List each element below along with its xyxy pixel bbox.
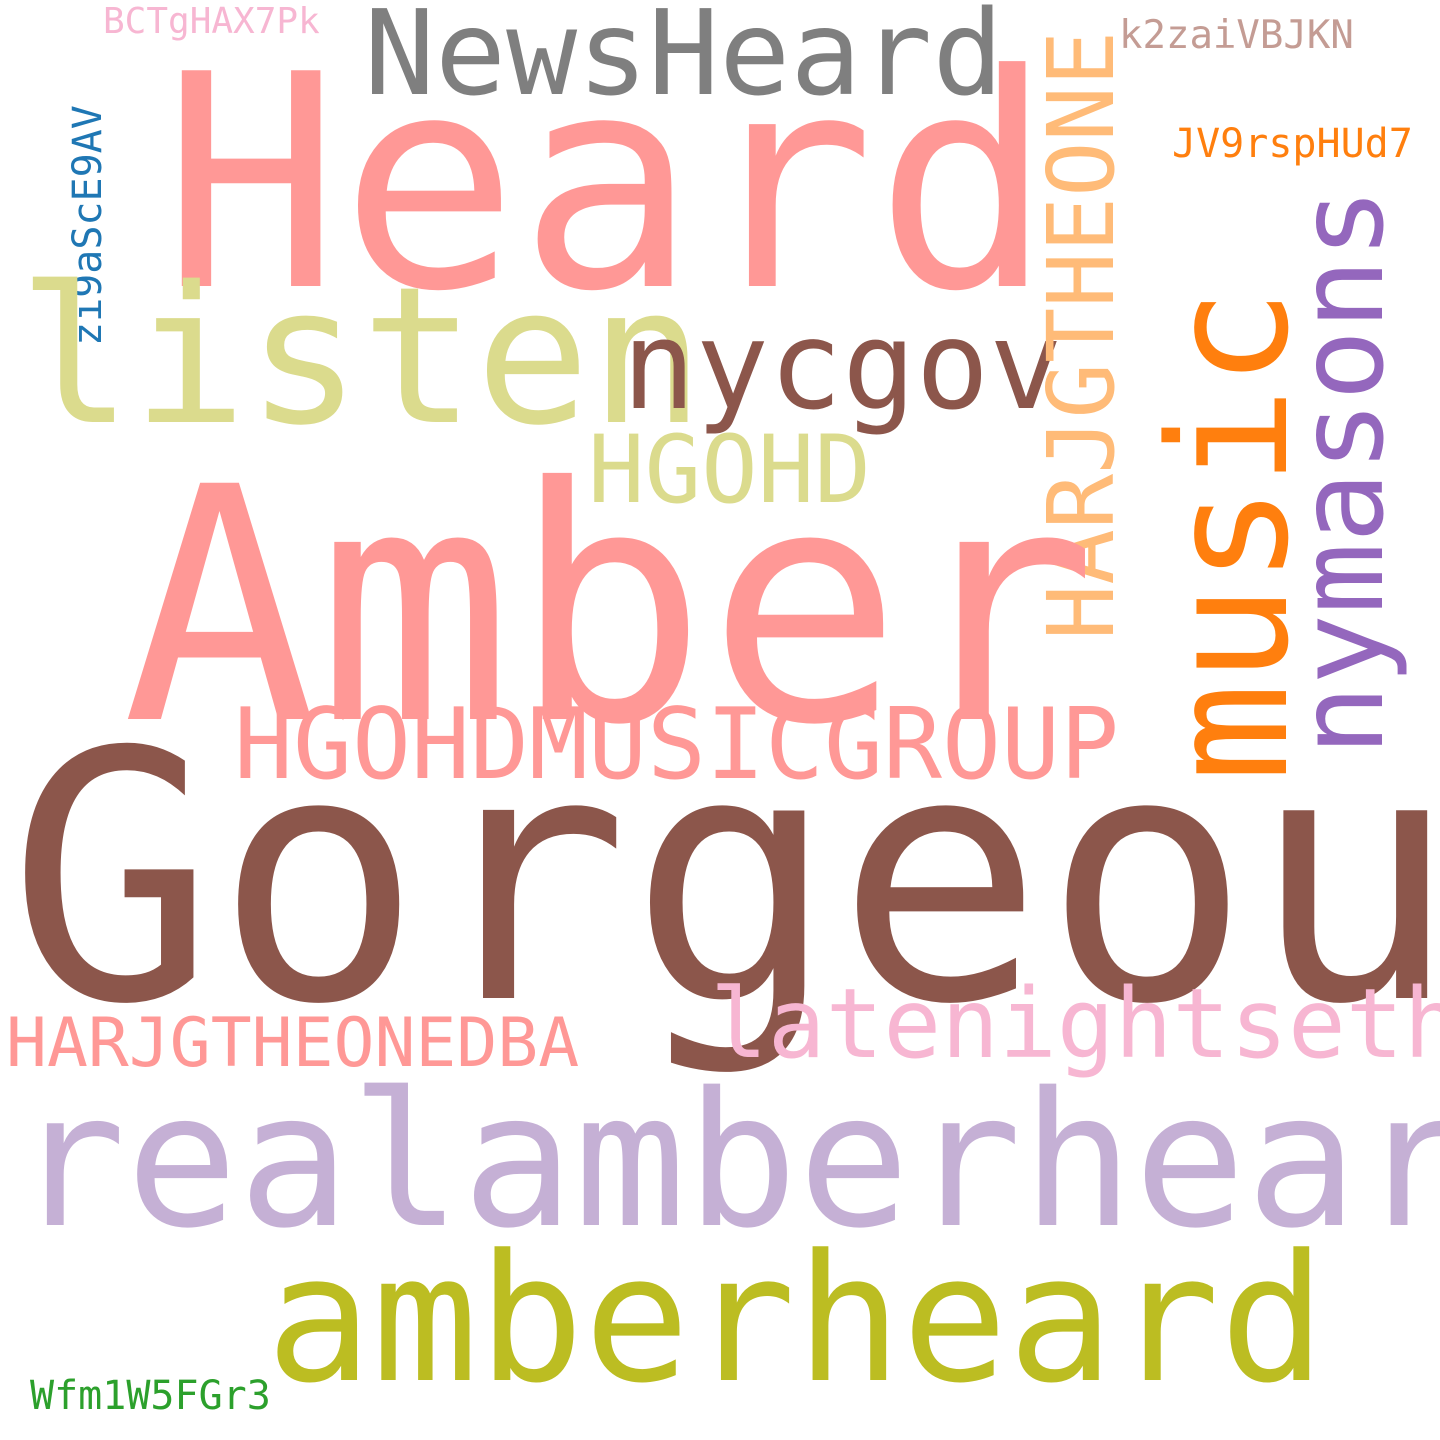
word-nymasons: nymasons (1272, 187, 1410, 756)
word-newsheard: NewsHeard (364, 0, 1004, 122)
word-amberheard: amberheard (266, 1217, 1326, 1422)
word-harjgtheonedba: HARJGTHEONEDBA (6, 1004, 580, 1083)
word-hgohd: HGOHD (588, 416, 871, 525)
word-listen: listen (18, 246, 705, 467)
word-amber: Amber (122, 419, 1098, 796)
word-hgohdmusicgroup: HGOHDMUSICGROUP (234, 688, 1120, 802)
word-nycgov: nycgov (622, 295, 1063, 437)
word-k2zaivbjkn: k2zaiVBJKN (1119, 13, 1354, 58)
word-jv9rsphud7: JV9rspHUd7 (1172, 121, 1413, 167)
word-heard: Heard (162, 11, 1054, 356)
word-gorgeous: Gorgeous (8, 680, 1440, 1080)
word-wfm1w5fgr3: Wfm1W5FGr3 (30, 1373, 271, 1419)
word-latenightseth: latenightseth (710, 968, 1440, 1080)
word-bctghax7pk: BCTgHAX7Pk (103, 1, 320, 42)
word-realamberheard: realamberheard (14, 1052, 1440, 1269)
